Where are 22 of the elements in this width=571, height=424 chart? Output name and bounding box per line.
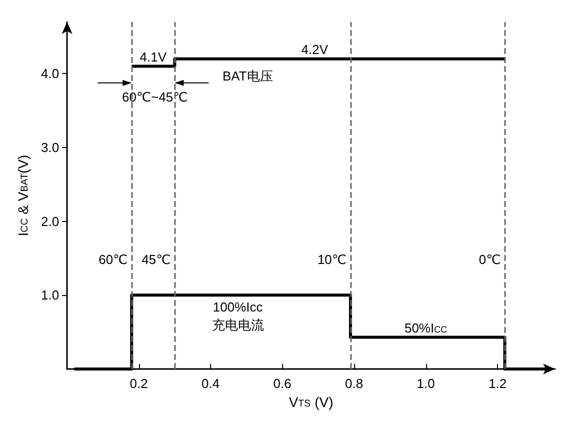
y-tick-label: 1.0 (40, 288, 60, 303)
y-axis-title: ICC & VBAT(V) (15, 154, 31, 236)
annotation: 100%Icc 充电电流 (212, 299, 264, 332)
ref-line-label: 10℃ (317, 252, 346, 268)
ref-line-label: 0℃ (478, 252, 501, 268)
x-tick-label: 0.6 (273, 376, 292, 391)
x-tick-label: 0.2 (130, 376, 148, 391)
x-tick-label: 1.0 (416, 376, 435, 391)
x-axis-title: VTS (V) (288, 394, 334, 410)
x-tick-label: 1.2 (488, 376, 507, 391)
y-tick-label: 4.0 (40, 66, 60, 82)
y-tick-label: 2.0 (40, 214, 60, 229)
ref-line-label: 60℃ (98, 252, 128, 268)
annotation: BAT电压 (222, 68, 273, 84)
x-tick-label: 0.8 (345, 376, 364, 391)
annotation: 4.1V (140, 49, 167, 64)
y-tick-label: 3.0 (40, 140, 60, 156)
x-tick-label: 0.4 (202, 376, 220, 391)
annotation: 4.2V (301, 42, 328, 57)
ref-line-label: 45℃ (142, 252, 171, 268)
annotation: 50%ICC (404, 320, 448, 336)
annotation: 60℃~45℃ (122, 89, 188, 104)
